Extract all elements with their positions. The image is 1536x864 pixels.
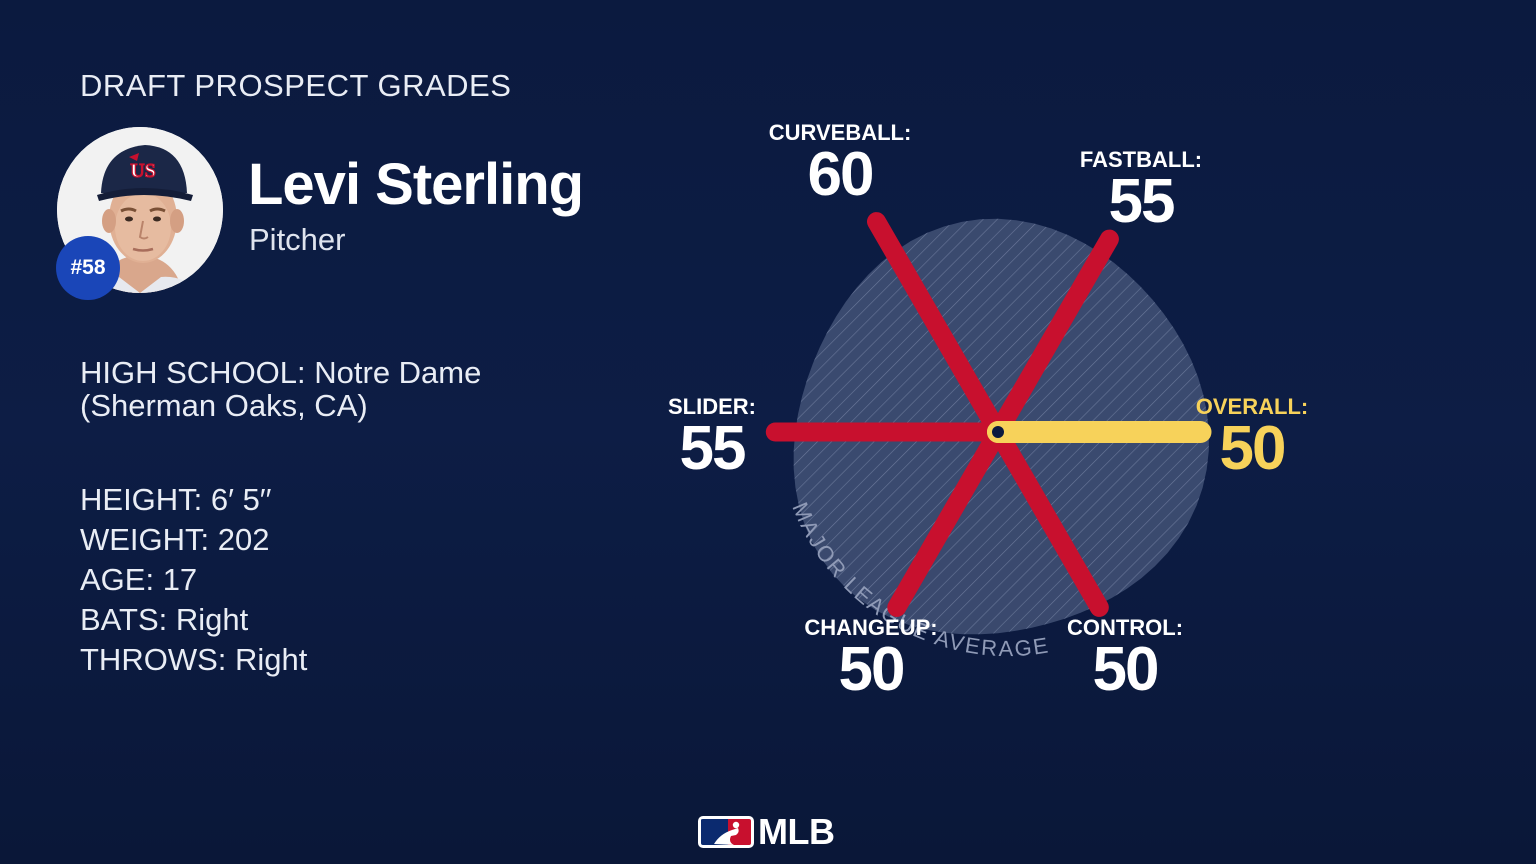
slider-grade-value: 55 bbox=[680, 414, 745, 483]
fastball-grade-value: 55 bbox=[1109, 167, 1174, 236]
curveball-spoke bbox=[867, 212, 1008, 442]
cap-logo-icon: US bbox=[129, 153, 156, 183]
chart-center-dot bbox=[992, 426, 1004, 438]
changeup-grade-value: 50 bbox=[839, 635, 904, 704]
fastball-spoke bbox=[988, 229, 1119, 442]
player-avatar: US bbox=[57, 127, 223, 293]
player-position: Pitcher bbox=[249, 222, 346, 257]
school-location: (Sherman Oaks, CA) bbox=[80, 388, 368, 423]
player-stats: HEIGHT: 6′ 5′′ WEIGHT: 202 AGE: 17 BATS:… bbox=[80, 480, 307, 680]
overall-grade-value: 50 bbox=[1220, 414, 1285, 483]
bats-stat: BATS: Right bbox=[80, 602, 249, 637]
control-spoke bbox=[988, 422, 1109, 617]
school-line: HIGH SCHOOL: Notre Dame bbox=[80, 355, 482, 390]
school-info: HIGH SCHOOL: Notre Dame (Sherman Oaks, C… bbox=[80, 356, 481, 422]
control-grade-value: 50 bbox=[1093, 635, 1158, 704]
height-stat: HEIGHT: 6′ 5′′ bbox=[80, 482, 272, 517]
curveball-label: CURVEBALL: bbox=[769, 120, 912, 145]
player-name: Levi Sterling bbox=[248, 152, 584, 217]
age-stat: AGE: 17 bbox=[80, 562, 198, 597]
changeup-label: CHANGEUP: bbox=[804, 615, 937, 640]
mlb-silhouette-icon bbox=[698, 816, 754, 848]
slider-label: SLIDER: bbox=[668, 394, 756, 419]
mlb-logo-text: MLB bbox=[758, 811, 835, 852]
curveball-grade-value: 60 bbox=[808, 140, 873, 209]
control-label: CONTROL: bbox=[1067, 615, 1183, 640]
jersey-number-badge: #58 bbox=[56, 236, 120, 300]
mlb-logo: MLB bbox=[698, 811, 835, 852]
changeup-spoke bbox=[887, 422, 1008, 617]
overall-label: OVERALL: bbox=[1196, 394, 1308, 419]
throws-stat: THROWS: Right bbox=[80, 642, 308, 677]
page-title: DRAFT PROSPECT GRADES bbox=[80, 68, 512, 103]
weight-stat: WEIGHT: 202 bbox=[80, 522, 270, 557]
svg-text:US: US bbox=[130, 160, 156, 182]
fastball-label: FASTBALL: bbox=[1080, 147, 1202, 172]
